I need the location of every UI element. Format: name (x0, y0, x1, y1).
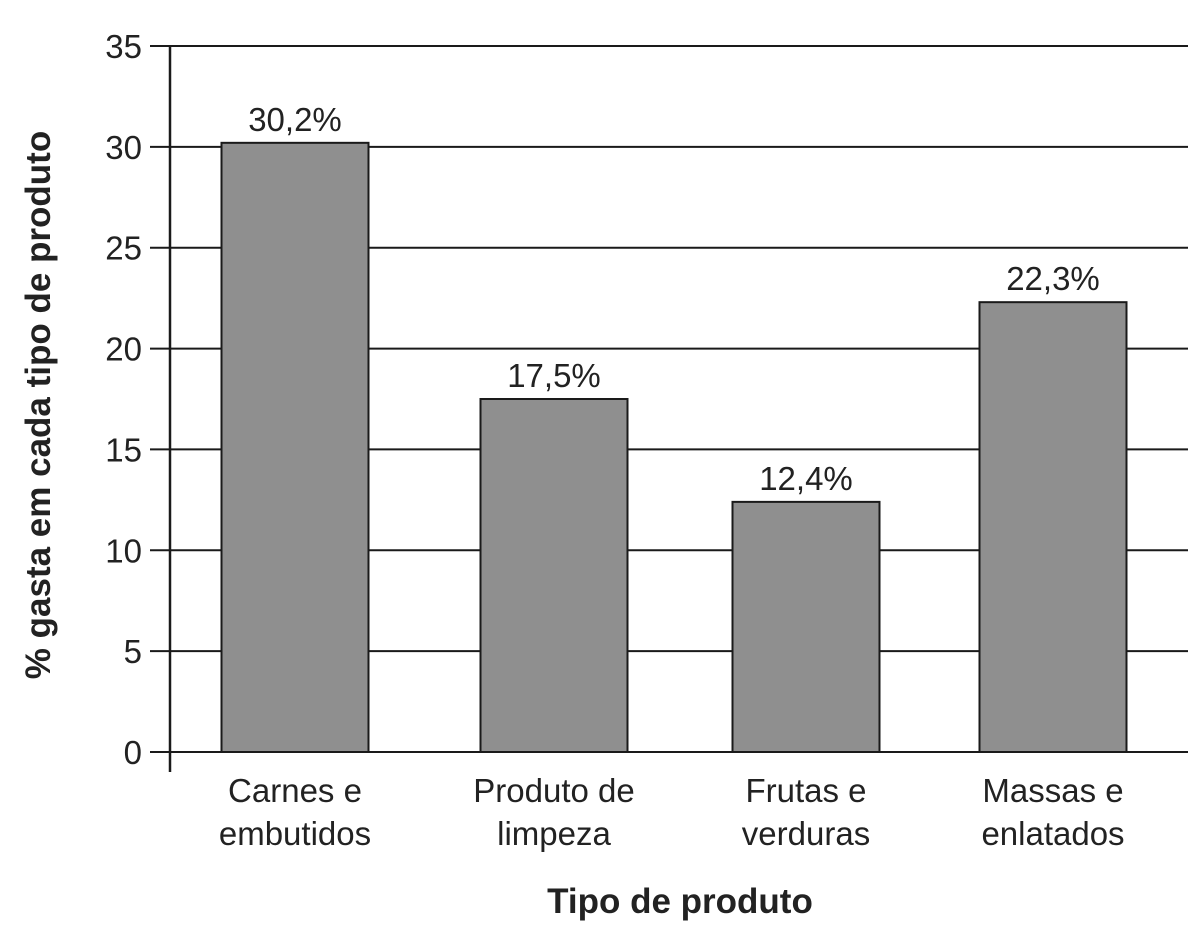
y-tick-label: 5 (124, 633, 142, 670)
x-tick-label: verduras (742, 815, 870, 852)
x-tick-label: enlatados (981, 815, 1124, 852)
x-tick-label: Carnes e (228, 772, 362, 809)
y-tick-label: 0 (124, 734, 142, 771)
x-tick-label: Frutas e (745, 772, 866, 809)
x-axis-title: Tipo de produto (547, 882, 813, 921)
y-tick-label: 10 (105, 532, 142, 569)
bar (731, 500, 881, 754)
x-tick-label: Massas e (982, 772, 1123, 809)
data-label: 12,4% (759, 460, 853, 497)
x-tick-label: limpeza (497, 815, 611, 852)
bar (479, 398, 629, 753)
y-tick-label: 35 (105, 28, 142, 65)
data-label: 22,3% (1006, 260, 1100, 297)
labels: 0 5 10 15 20 25 30 35 30,2% Carnes e embutidos 17,5… (105, 28, 1124, 852)
x-tick-label: embutidos (219, 815, 371, 852)
y-axis-title: % gasta em cada tipo de produto (19, 131, 58, 679)
x-tick-label: Produto de (473, 772, 634, 809)
data-label: 30,2% (248, 101, 342, 138)
y-tick-label: 15 (105, 431, 142, 468)
bars (220, 141, 1128, 754)
data-label: 17,5% (507, 357, 601, 394)
y-tick-label: 20 (105, 331, 142, 368)
bar (978, 301, 1128, 753)
y-tick-label: 25 (105, 230, 142, 267)
bar (220, 141, 370, 753)
y-tick-label: 30 (105, 129, 142, 166)
